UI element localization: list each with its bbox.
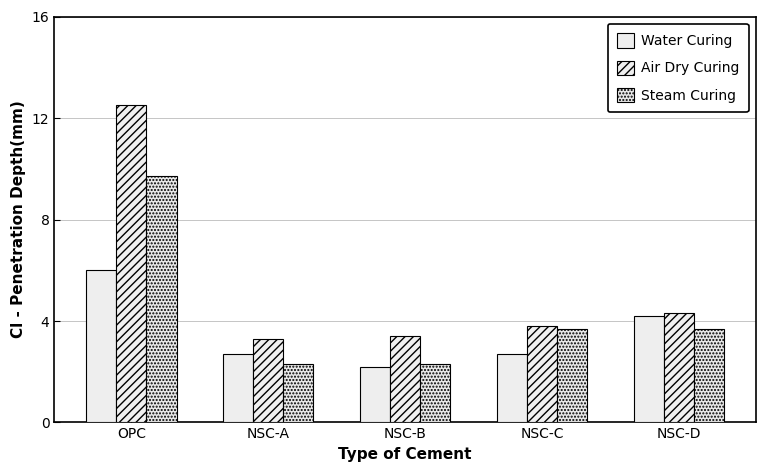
Bar [694,329,724,422]
Bar [360,367,390,422]
Bar [283,364,314,422]
Bar [634,316,663,422]
Legend: Water Curing, Air Dry Curing, Steam Curing: Water Curing, Air Dry Curing, Steam Curi… [607,24,749,113]
Bar [117,105,146,422]
Bar [146,176,176,422]
X-axis label: Type of Cement: Type of Cement [338,447,472,462]
Bar [527,326,557,422]
Bar [390,336,420,422]
Bar [663,314,694,422]
Bar [557,329,587,422]
Bar [223,354,253,422]
Bar [497,354,527,422]
Bar [86,270,117,422]
Bar [253,339,283,422]
Y-axis label: Cl - Penetration Depth(mm): Cl - Penetration Depth(mm) [11,101,26,338]
Bar [420,364,450,422]
